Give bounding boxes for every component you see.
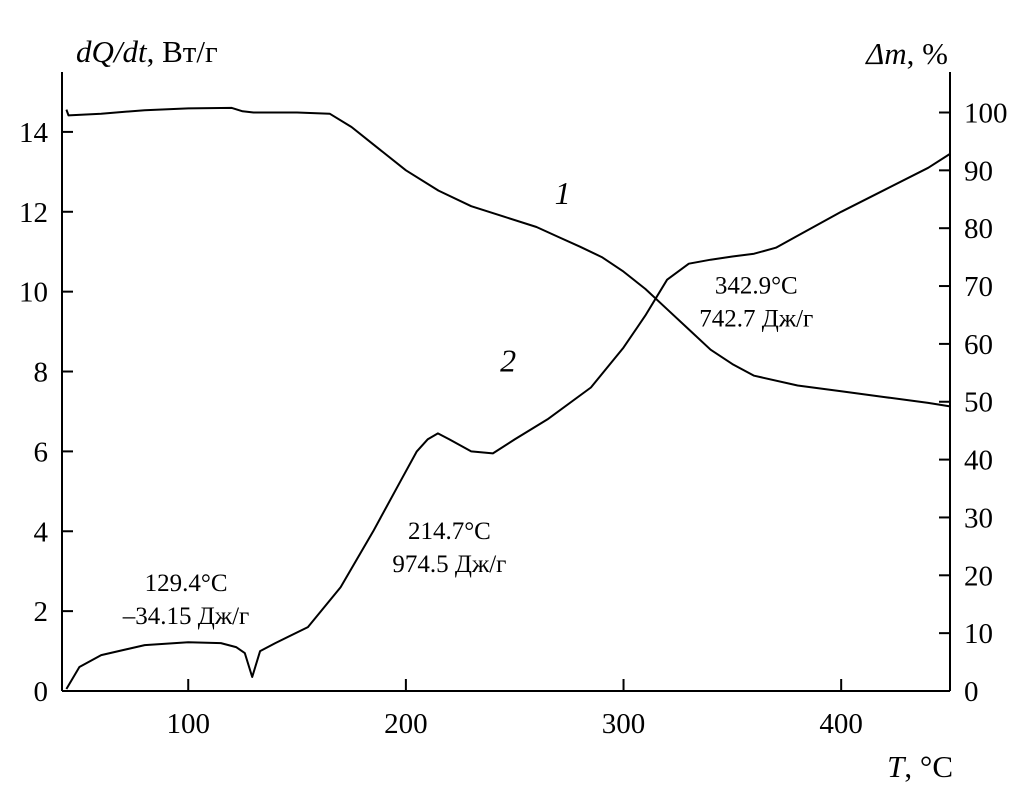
peak-annotation: 129.4°C –34.15 Дж/г — [122, 570, 250, 630]
left-y-tick-label: 14 — [19, 117, 49, 149]
peak-annotation: 214.7°C 974.5 Дж/г — [392, 518, 506, 578]
peak-annotation: 342.9°C 742.7 Дж/г — [699, 273, 813, 333]
peak-annotation-line: 742.7 Дж/г — [699, 306, 813, 333]
x-axis-title: T, °C — [887, 749, 953, 784]
x-axis-ticks: 100 200 300 400 — [166, 679, 863, 740]
right-y-tick-label: 10 — [964, 618, 993, 650]
peak-annotation-line: 214.7°C — [408, 518, 491, 545]
x-tick-label: 200 — [384, 708, 428, 740]
curve-label-1: 1 — [555, 175, 571, 211]
left-y-axis-title: dQ/dt, Вт/г — [76, 34, 218, 69]
left-y-tick-label: 0 — [34, 676, 49, 708]
peak-annotation-line: 129.4°C — [145, 570, 228, 597]
curve-label-2: 2 — [500, 343, 516, 379]
peak-annotation-line: 974.5 Дж/г — [392, 551, 506, 578]
x-tick-label: 300 — [602, 708, 646, 740]
right-y-tick-label: 20 — [964, 560, 993, 592]
left-y-tick-label: 4 — [34, 516, 49, 548]
right-y-axis-title: Δm, % — [864, 36, 948, 71]
right-y-tick-label: 100 — [964, 97, 1008, 129]
series-line-1 — [65, 106, 951, 408]
left-y-tick-label: 10 — [19, 277, 48, 309]
right-y-tick-label: 40 — [964, 445, 993, 477]
right-y-tick-label: 60 — [964, 329, 993, 361]
left-y-tick-label: 2 — [34, 596, 49, 628]
right-y-tick-label: 30 — [964, 502, 993, 534]
annotations: 1 2 129.4°C –34.15 Дж/г 214.7°C 974.5 Дж/г 342… — [122, 175, 814, 630]
right-y-tick-label: 0 — [964, 676, 979, 708]
peak-annotation-line: –34.15 Дж/г — [122, 603, 250, 630]
x-tick-label: 400 — [819, 708, 863, 740]
right-y-tick-label: 80 — [964, 213, 993, 245]
right-y-tick-label: 90 — [964, 155, 993, 187]
left-y-tick-label: 8 — [34, 357, 49, 389]
x-tick-label: 100 — [166, 708, 210, 740]
plot-frame — [61, 72, 951, 692]
series-line-2 — [65, 153, 951, 690]
right-y-axis-ticks: 0 10 20 30 40 50 60 70 80 90 100 — [939, 97, 1008, 708]
left-y-axis-ticks: 0 2 4 6 8 10 12 14 — [19, 117, 73, 708]
right-y-tick-label: 70 — [964, 271, 993, 303]
data-series — [65, 106, 951, 690]
peak-annotation-line: 342.9°C — [715, 273, 798, 300]
right-y-tick-label: 50 — [964, 387, 993, 419]
left-y-tick-label: 12 — [19, 197, 48, 229]
left-y-tick-label: 6 — [34, 436, 49, 468]
